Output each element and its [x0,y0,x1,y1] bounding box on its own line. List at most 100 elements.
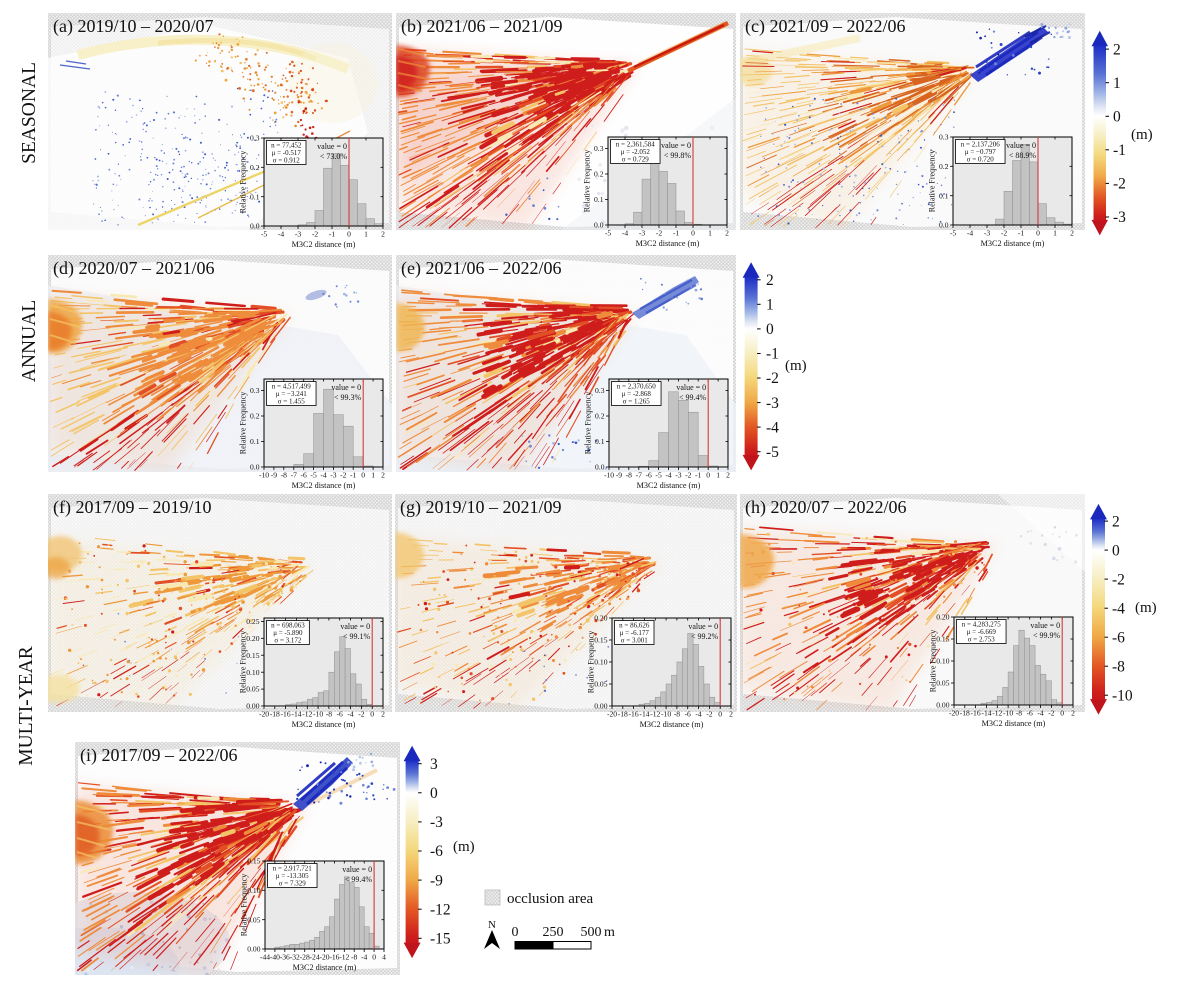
svg-text:2: 2 [729,710,733,719]
svg-text:Relative Frequency: Relative Frequency [239,151,248,213]
svg-text:-3: -3 [330,471,337,480]
svg-text:-2: -2 [1113,176,1126,193]
svg-text:-5: -5 [655,471,662,480]
svg-text:value = 0: value = 0 [676,383,706,392]
svg-text:M3C2 distance (m): M3C2 distance (m) [640,720,704,729]
svg-text:0.0: 0.0 [250,222,260,231]
svg-text:-4: -4 [320,471,327,480]
svg-text:0.0: 0.0 [595,463,605,472]
svg-text:-4: -4 [1112,600,1125,617]
svg-text:-7: -7 [636,471,643,480]
svg-text:n = 77,452: n = 77,452 [271,142,302,150]
svg-text:0: 0 [691,229,695,238]
svg-text:-4: -4 [766,419,779,436]
svg-text:0: 0 [361,471,365,480]
svg-text:0.1: 0.1 [939,191,949,200]
svg-text:-2: -2 [766,370,779,387]
svg-text:(a) 2019/10 – 2020/07: (a) 2019/10 – 2020/07 [53,16,213,37]
svg-text:value = 0: value = 0 [661,141,691,150]
svg-text:< 73.0%: < 73.0% [320,152,348,161]
svg-text:Relative Frequency: Relative Frequency [240,874,249,936]
svg-text:-24: -24 [310,953,320,962]
svg-text:-2: -2 [706,710,713,719]
svg-text:-8: -8 [351,953,358,962]
svg-text:value = 0: value = 0 [1006,141,1036,150]
svg-text:μ = -2.868: μ = -2.868 [622,390,652,398]
svg-text:-9: -9 [271,471,278,480]
svg-text:-5: -5 [605,229,612,238]
svg-text:-12: -12 [339,953,349,962]
svg-text:0.15: 0.15 [936,635,949,644]
svg-text:< 99.2%: < 99.2% [691,632,719,641]
svg-text:(d) 2020/07 – 2021/06: (d) 2020/07 – 2021/06 [53,258,215,279]
svg-text:0.2: 0.2 [939,162,949,171]
svg-text:SEASONAL: SEASONAL [19,62,40,164]
svg-text:0.25: 0.25 [246,617,259,626]
svg-text:-1: -1 [329,230,336,239]
svg-text:-2: -2 [312,230,319,239]
svg-text:m: m [604,925,615,940]
svg-text:-16: -16 [281,710,291,719]
svg-text:0: 0 [430,785,438,802]
svg-text:-1: -1 [695,471,702,480]
svg-text:-1: -1 [350,471,357,480]
svg-text:n = 86,626: n = 86,626 [619,622,650,630]
svg-text:μ = −0.797: μ = −0.797 [965,148,996,156]
svg-text:2: 2 [725,229,729,238]
svg-text:-4: -4 [347,710,354,719]
svg-text:σ = 0.720: σ = 0.720 [967,156,994,164]
svg-text:(m): (m) [1135,600,1157,616]
svg-text:μ = -6.177: μ = -6.177 [620,629,650,637]
svg-text:-20: -20 [319,953,329,962]
svg-text:0.0: 0.0 [594,221,604,230]
svg-text:-4: -4 [967,229,974,238]
svg-text:(h) 2020/07 – 2022/06: (h) 2020/07 – 2022/06 [745,497,907,518]
svg-text:σ = 3.172: σ = 3.172 [274,637,301,645]
svg-text:-5: -5 [766,444,779,461]
svg-text:1: 1 [716,471,720,480]
svg-text:0.3: 0.3 [250,134,260,143]
svg-text:-6: -6 [337,710,344,719]
svg-text:-3: -3 [430,814,443,831]
svg-text:Relative Frequency: Relative Frequency [584,392,593,454]
svg-text:0.1: 0.1 [250,192,260,201]
svg-text:value = 0: value = 0 [340,622,370,631]
svg-text:0.1: 0.1 [594,195,604,204]
svg-text:σ = 7.329: σ = 7.329 [279,880,306,888]
svg-text:-32: -32 [290,953,300,962]
svg-text:2: 2 [1113,41,1121,58]
svg-text:0.05: 0.05 [246,685,259,694]
svg-text:0: 0 [372,953,376,962]
svg-text:Relative Frequency: Relative Frequency [583,150,592,212]
svg-text:2: 2 [1071,709,1075,718]
svg-text:n = 4,283,275: n = 4,283,275 [962,621,1001,629]
svg-text:-14: -14 [981,709,991,718]
svg-text:-20: -20 [259,710,269,719]
svg-text:0.20: 0.20 [246,634,259,643]
svg-text:-8: -8 [1016,709,1023,718]
svg-text:-10: -10 [1003,709,1013,718]
svg-text:Relative Frequency: Relative Frequency [928,150,937,212]
svg-text:0.00: 0.00 [594,702,607,711]
svg-text:0.20: 0.20 [594,614,607,623]
svg-text:(e) 2021/06 – 2022/06: (e) 2021/06 – 2022/06 [401,258,561,279]
svg-text:M3C2 distance (m): M3C2 distance (m) [292,720,356,729]
svg-text:-36: -36 [280,953,290,962]
svg-text:-40: -40 [270,953,280,962]
svg-text:0.10: 0.10 [247,886,260,895]
svg-text:< 99.9%: < 99.9% [1033,631,1061,640]
svg-text:-6: -6 [301,471,308,480]
svg-text:n = 2,361,584: n = 2,361,584 [616,141,655,149]
svg-text:occlusion area: occlusion area [507,891,594,907]
svg-text:-6: -6 [685,710,692,719]
svg-text:0: 0 [370,710,374,719]
svg-text:-3: -3 [675,471,682,480]
svg-text:μ = −3.241: μ = −3.241 [276,390,307,398]
svg-text:-10: -10 [1112,687,1133,704]
svg-text:0.2: 0.2 [250,163,260,172]
svg-text:0.05: 0.05 [936,679,949,688]
svg-text:-6: -6 [1027,709,1034,718]
svg-text:0: 0 [706,471,710,480]
svg-text:0: 0 [347,230,351,239]
svg-text:-3: -3 [639,229,646,238]
